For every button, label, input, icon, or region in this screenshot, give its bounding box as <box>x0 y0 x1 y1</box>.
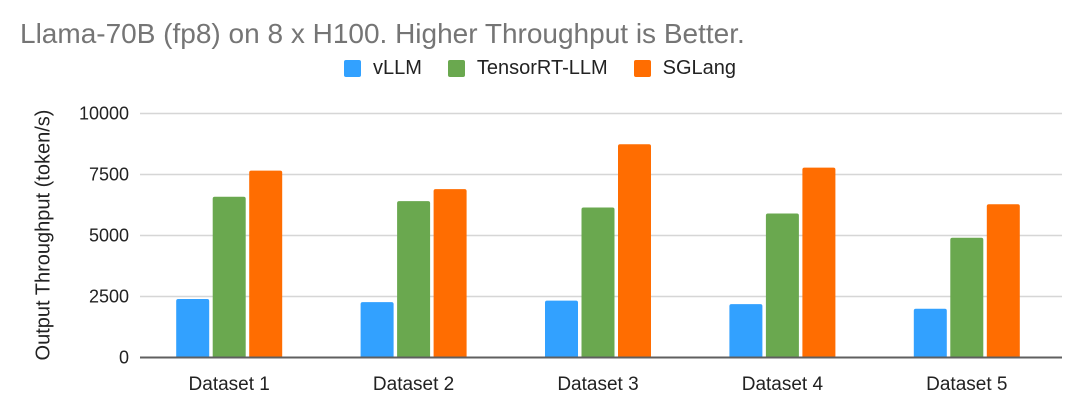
bar-vllm-dataset-4[interactable] <box>729 304 763 358</box>
legend-item-sglang[interactable]: SGLang <box>633 57 737 80</box>
bar-sglang-dataset-5[interactable] <box>986 204 1020 358</box>
legend: vLLM TensorRT-LLM SGLang <box>0 57 1080 80</box>
x-tick-label: Dataset 2 <box>373 374 454 395</box>
legend-label-sglang: SGLang <box>662 57 737 79</box>
y-tick-label: 7500 <box>89 165 129 185</box>
legend-swatch-vllm <box>343 60 361 77</box>
chart-title: Llama-70B (fp8) on 8 x H100. Higher Thro… <box>20 18 745 49</box>
y-tick-label: 10000 <box>79 104 129 124</box>
legend-label-vllm: vLLM <box>372 57 422 79</box>
bar-vllm-dataset-2[interactable] <box>360 302 394 358</box>
bar-vllm-dataset-5[interactable] <box>913 308 947 358</box>
bar-tensorrt-llm-dataset-3[interactable] <box>581 207 615 358</box>
bar-sglang-dataset-2[interactable] <box>433 189 467 358</box>
legend-swatch-sglang <box>633 60 651 77</box>
x-tick-label: Dataset 3 <box>557 374 638 395</box>
bar-vllm-dataset-3[interactable] <box>545 300 578 358</box>
bar-tensorrt-llm-dataset-1[interactable] <box>212 196 246 358</box>
legend-label-tensorrt-llm: TensorRT-LLM <box>476 57 608 79</box>
bar-sglang-dataset-3[interactable] <box>618 144 651 358</box>
y-tick-label: 0 <box>119 348 129 368</box>
bar-sglang-dataset-1[interactable] <box>249 170 283 358</box>
x-tick-label: Dataset 4 <box>742 374 824 395</box>
bar-tensorrt-llm-dataset-5[interactable] <box>950 237 984 358</box>
bar-vllm-dataset-1[interactable] <box>176 298 210 358</box>
y-tick-label: 5000 <box>89 226 129 246</box>
x-tick-label: Dataset 5 <box>926 374 1007 395</box>
legend-item-tensorrt-llm[interactable]: TensorRT-LLM <box>447 57 608 80</box>
legend-swatch-tensorrt-llm <box>447 60 465 77</box>
x-tick-label: Dataset 1 <box>189 374 270 395</box>
bar-sglang-dataset-4[interactable] <box>802 167 836 358</box>
y-tick-label: 2500 <box>89 287 129 307</box>
legend-item-vllm[interactable]: vLLM <box>343 57 422 80</box>
bar-tensorrt-llm-dataset-2[interactable] <box>397 201 431 358</box>
bar-tensorrt-llm-dataset-4[interactable] <box>765 213 799 358</box>
